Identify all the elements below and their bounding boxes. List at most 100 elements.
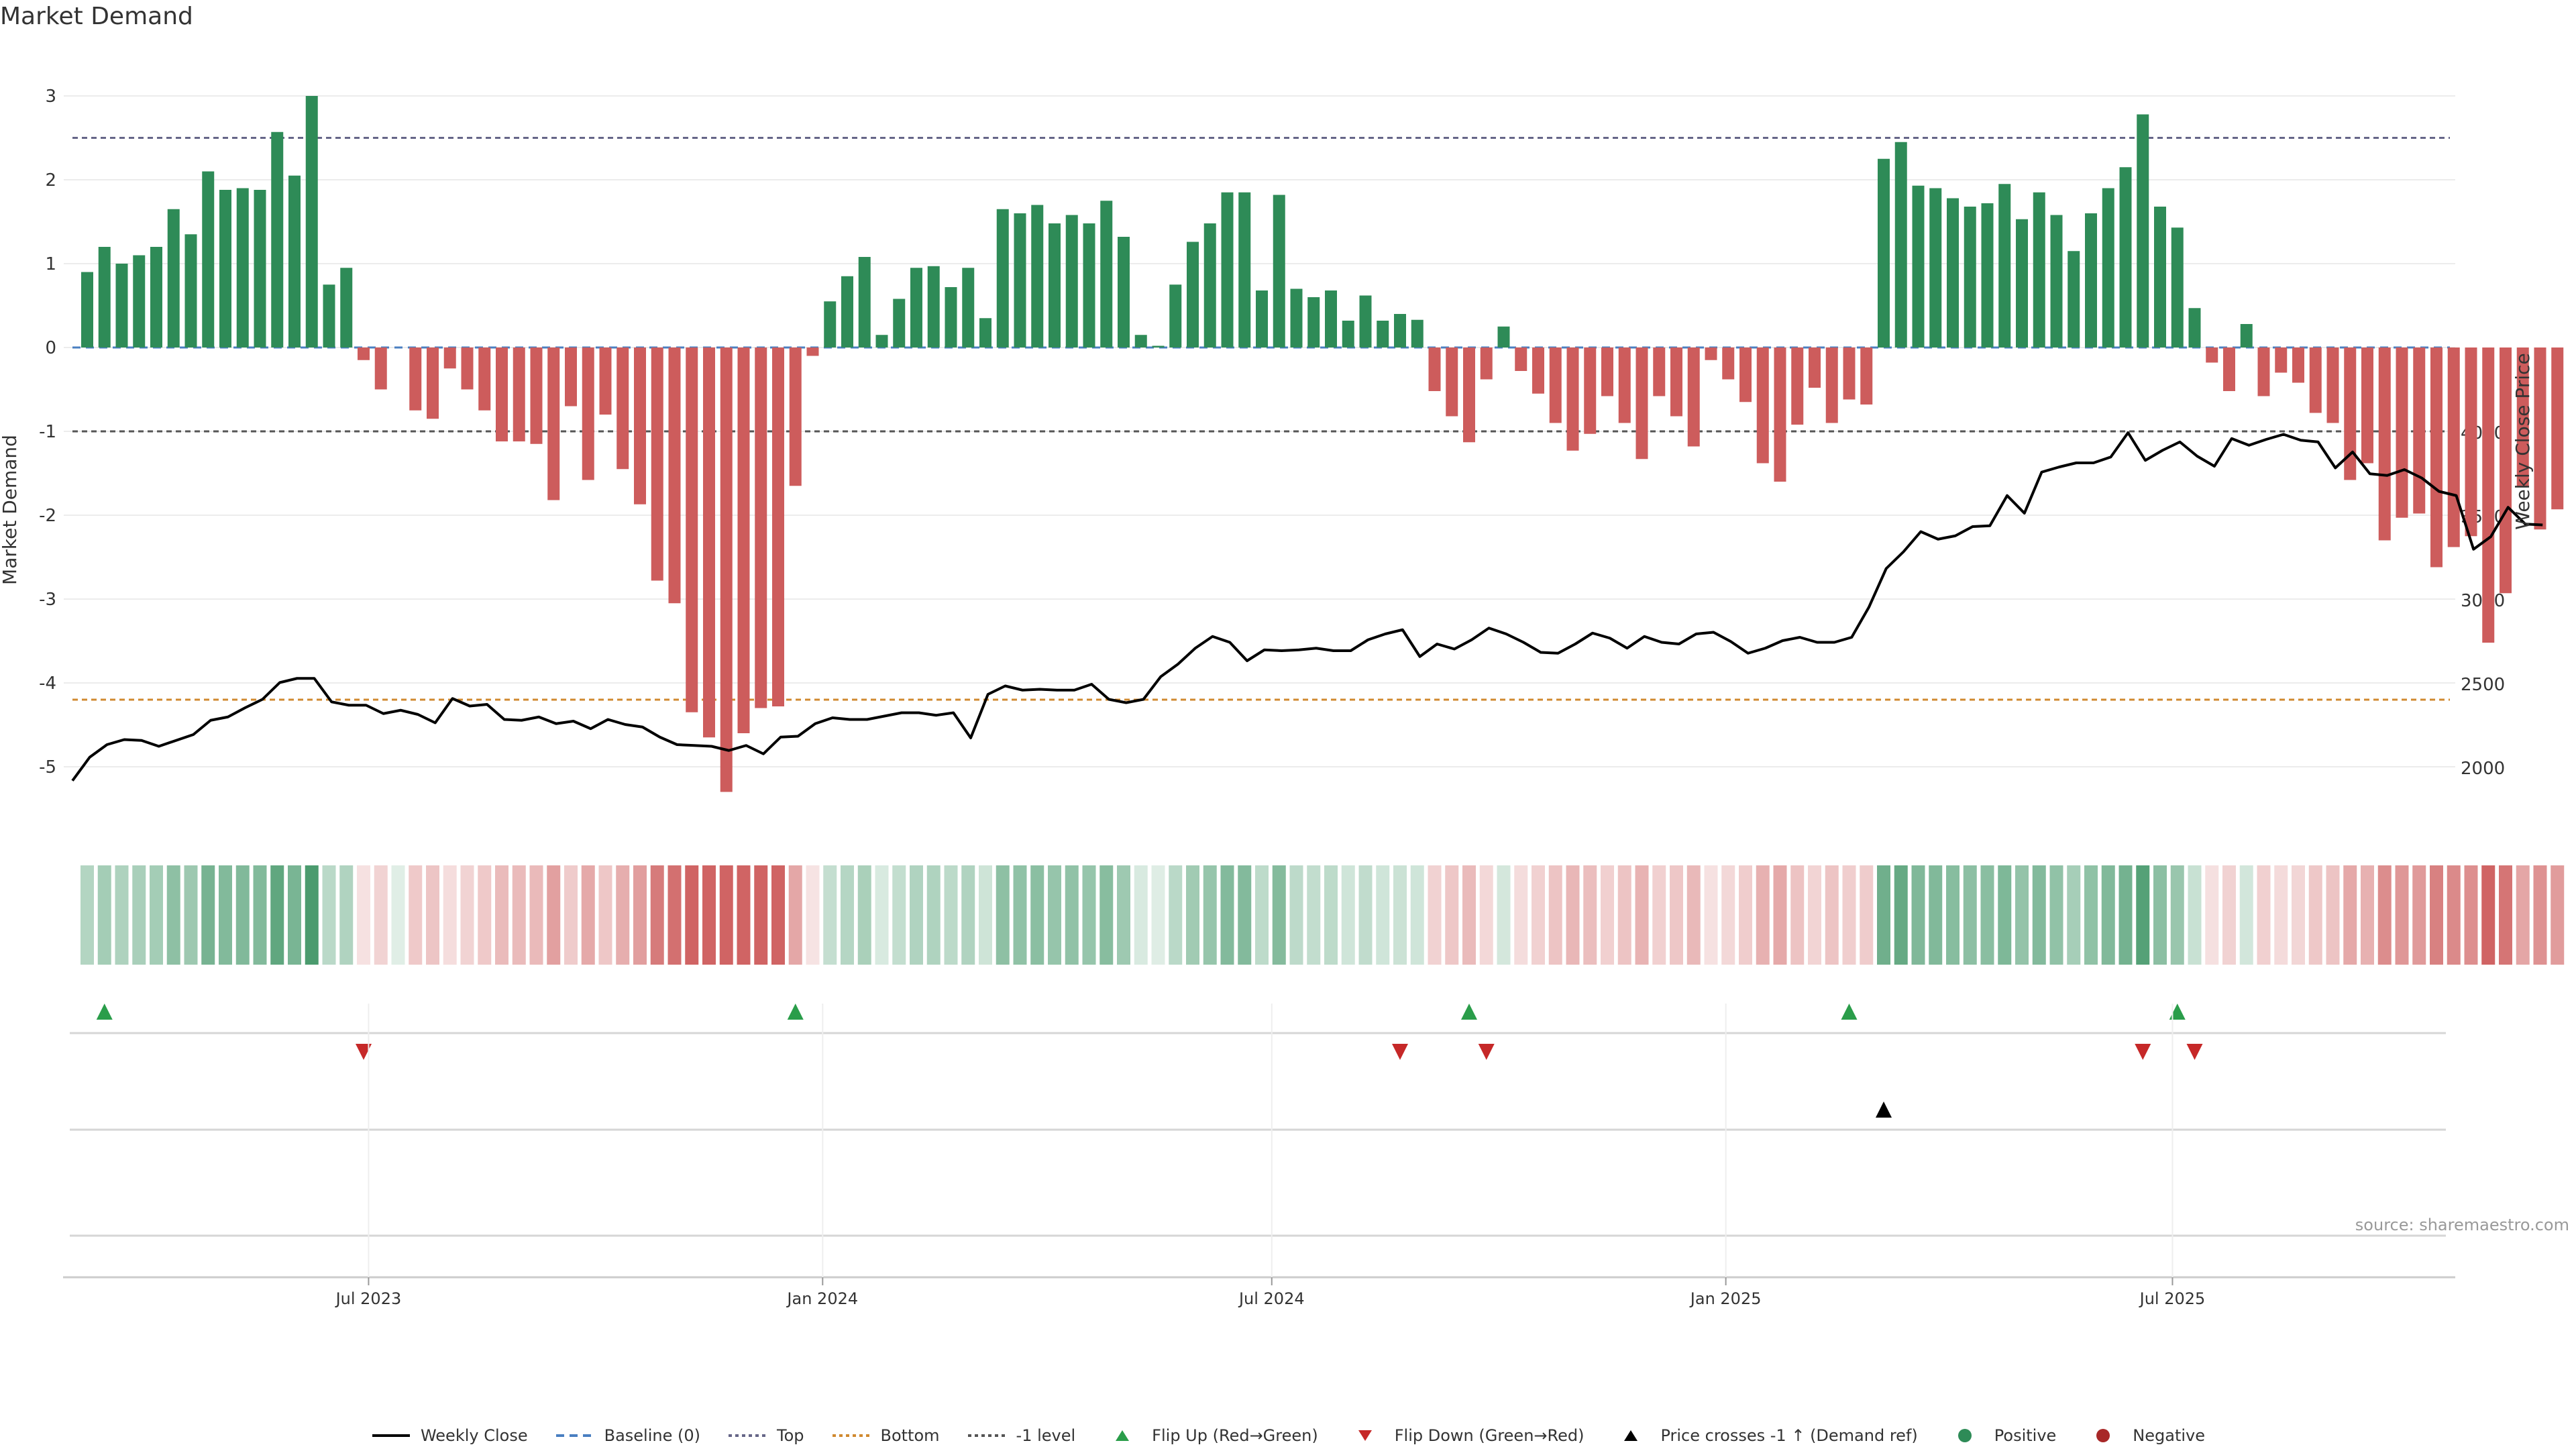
positive-demand-bar [858,257,871,347]
negative-demand-bar [2206,347,2218,363]
legend-item: Flip Down (Green→Red) [1345,1426,1584,1445]
positive-demand-bar [2154,207,2166,347]
negative-demand-bar [2275,347,2288,373]
positive-demand-bar [945,287,957,347]
legend-label: Bottom [880,1426,940,1445]
heat-cell [1393,865,1407,965]
positive-demand-bar [1221,192,1234,347]
heat-cell [633,865,647,965]
heat-cell [2274,865,2288,965]
heat-cell [409,865,423,965]
heat-cell [2447,865,2461,965]
x-tick-label: Jan 2025 [1689,1289,1762,1308]
negative-demand-bar [1722,347,1735,380]
heat-cell [1289,865,1303,965]
heat-cell [910,865,923,965]
negative-demand-bar [478,347,491,411]
positive-demand-bar [1998,184,2011,347]
heat-cell [357,865,370,965]
source-note: source: sharemaestro.com [2355,1216,2569,1234]
negative-demand-bar [2500,347,2512,594]
line-dotted-icon [729,1434,766,1437]
negative-demand-bar [686,347,698,712]
positive-demand-bar [340,268,353,347]
negative-demand-bar [1463,347,1475,443]
negative-demand-bar [2430,347,2443,568]
heat-cell [219,865,232,965]
legend-item: Baseline (0) [555,1426,700,1445]
positive-demand-bar [1134,335,1147,347]
negative-demand-bar [547,347,560,500]
heat-cell [598,865,612,965]
heat-cell [2481,865,2496,965]
heat-cell [1238,865,1252,965]
negative-demand-bar [1584,347,1597,434]
heat-cell [2101,865,2115,965]
heat-cell [201,865,215,965]
heat-cell [132,865,146,965]
positive-demand-bar [81,272,93,347]
positive-demand-bar [1964,207,1976,347]
heat-cell [1894,865,1908,965]
legend-item: Weekly Close [371,1426,528,1445]
positive-demand-bar [1878,158,1890,347]
negative-demand-bar [1618,347,1631,423]
heat-cell [2395,865,2409,965]
positive-demand-bar [1342,321,1354,347]
positive-demand-bar [98,247,111,347]
heat-cell [1825,865,1839,965]
positive-demand-bar [996,209,1009,347]
heat-cell [374,865,388,965]
positive-demand-bar [841,276,853,347]
heat-cell [1877,865,1890,965]
positive-demand-bar [1912,185,1925,347]
heat-cell [1566,865,1580,965]
heat-cell [2464,865,2478,965]
heat-cell [2499,865,2512,965]
negative-demand-bar [1670,347,1682,417]
heat-cell [841,865,854,965]
legend-label: Price crosses -1 ↑ (Demand ref) [1660,1426,1918,1445]
heat-cell [1497,865,1511,965]
heat-cell [1376,865,1390,965]
positive-demand-bar [824,301,837,347]
positive-demand-bar [979,318,991,347]
flip-up-marker [96,1004,113,1020]
heat-cell [2136,865,2150,965]
heat-cell [1532,865,1545,965]
heat-cell [2239,865,2253,965]
heat-cell [322,865,336,965]
legend-label: Flip Up (Red→Green) [1152,1426,1318,1445]
positive-demand-bar [1169,284,1182,347]
heat-cell [1601,865,1614,965]
negative-demand-bar [1446,347,1458,417]
legend-item: Top [727,1426,804,1445]
positive-demand-bar [254,190,266,347]
heat-cell [80,865,94,965]
positive-demand-bar [219,190,231,347]
heat-cell [1980,865,1994,965]
heat-cell [754,865,768,965]
heat-cell [788,865,802,965]
heat-cell [1341,865,1355,965]
heat-cell [1445,865,1459,965]
positive-demand-bar [1307,297,1320,347]
heat-cell [1013,865,1027,965]
negative-demand-bar [1549,347,1562,423]
y-tick-label-right: 2500 [2461,675,2505,695]
heat-cell [1255,865,1269,965]
negative-demand-bar [374,347,387,390]
y-tick-label-left: 2 [45,170,56,191]
negative-demand-bar [443,347,456,369]
positive-demand-bar [1325,290,1337,347]
heat-cell [2067,865,2081,965]
positive-demand-bar [910,268,922,347]
negative-demand-bar [513,347,525,441]
y-tick-label-left: -4 [39,674,56,694]
legend-item: Price crosses -1 ↑ (Demand ref) [1611,1426,1918,1445]
positive-demand-bar [1894,142,1907,347]
negative-demand-bar [530,347,543,444]
negative-demand-bar [409,347,422,411]
heat-cell [1186,865,1199,965]
negative-demand-bar [1566,347,1579,451]
